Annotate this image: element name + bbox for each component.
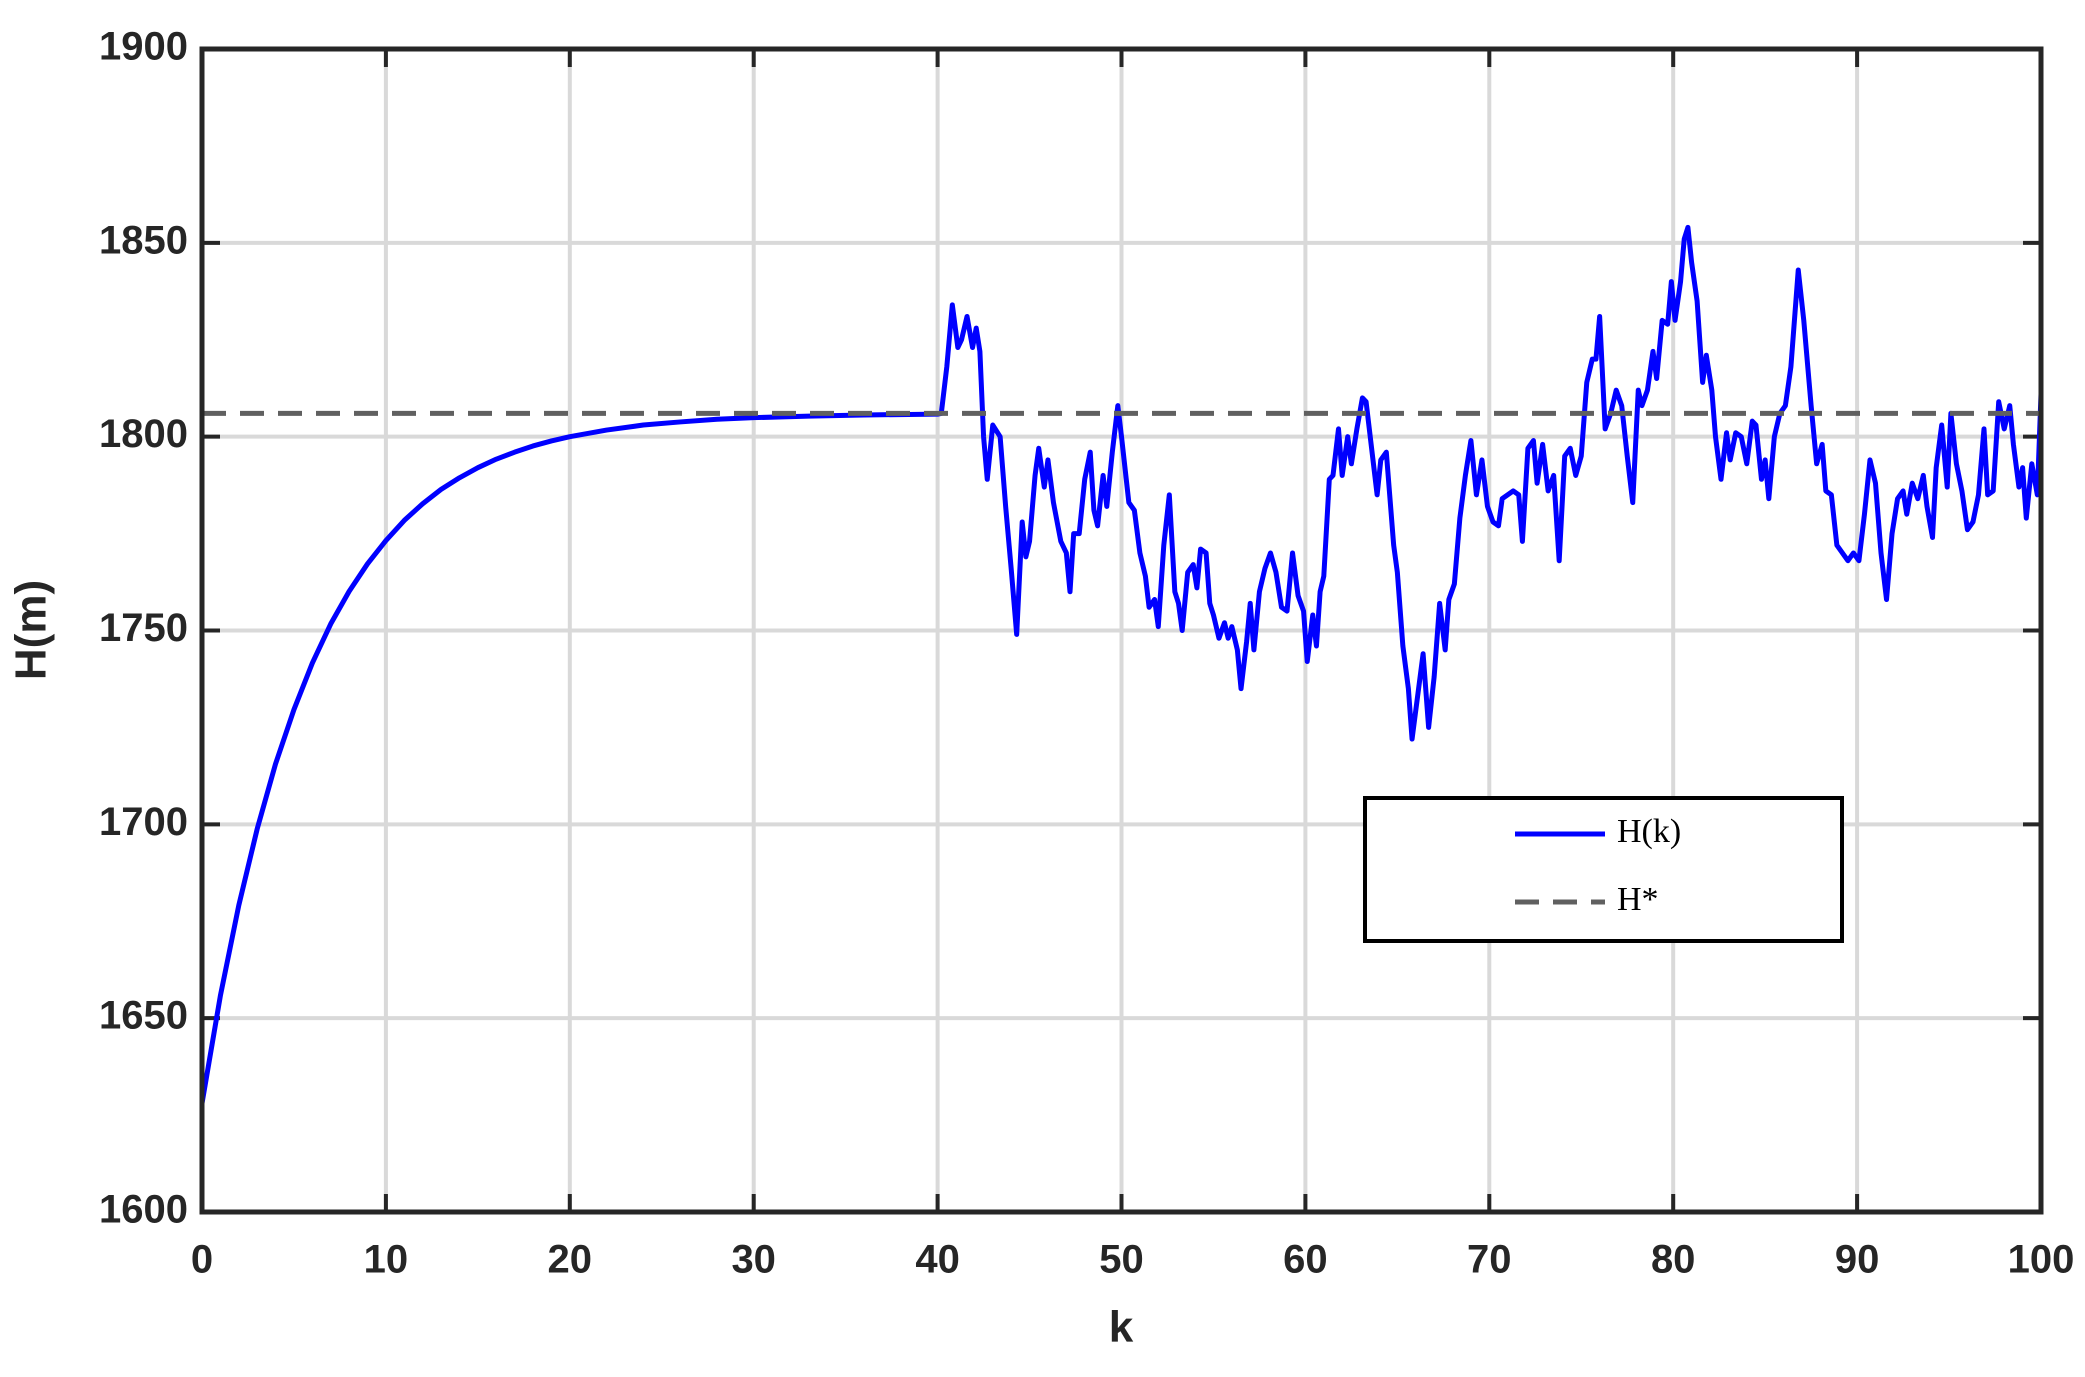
- legend-label: H*: [1617, 881, 1659, 918]
- y-tick-label: 1700: [99, 800, 188, 844]
- y-axis-label: H(m): [7, 580, 56, 680]
- x-tick-label: 30: [731, 1238, 776, 1282]
- x-tick-label: 100: [2008, 1238, 2075, 1282]
- y-tick-label: 1800: [99, 412, 188, 456]
- x-tick-label: 60: [1283, 1238, 1328, 1282]
- y-tick-label: 1750: [99, 606, 188, 650]
- y-tick-label: 1850: [99, 218, 188, 262]
- x-axis-label: k: [1109, 1303, 1134, 1352]
- data-line: [199, 224, 2044, 1104]
- legend-label: H(k): [1617, 813, 1681, 850]
- y-tick-label: 1900: [99, 25, 188, 69]
- x-tick-label: 0: [191, 1238, 213, 1282]
- x-tick-label: 70: [1467, 1238, 1512, 1282]
- x-tick-label: 10: [364, 1238, 409, 1282]
- plot-frame: [199, 46, 2044, 1215]
- x-tick-label: 80: [1651, 1238, 1696, 1282]
- y-tick-label: 1650: [99, 994, 188, 1038]
- x-tick-label: 40: [915, 1238, 960, 1282]
- legend-box: [1363, 796, 1844, 943]
- y-tick-label: 1600: [99, 1188, 188, 1232]
- x-tick-label: 20: [548, 1238, 593, 1282]
- x-tick-label: 90: [1835, 1238, 1880, 1282]
- x-tick-label: 50: [1099, 1238, 1144, 1282]
